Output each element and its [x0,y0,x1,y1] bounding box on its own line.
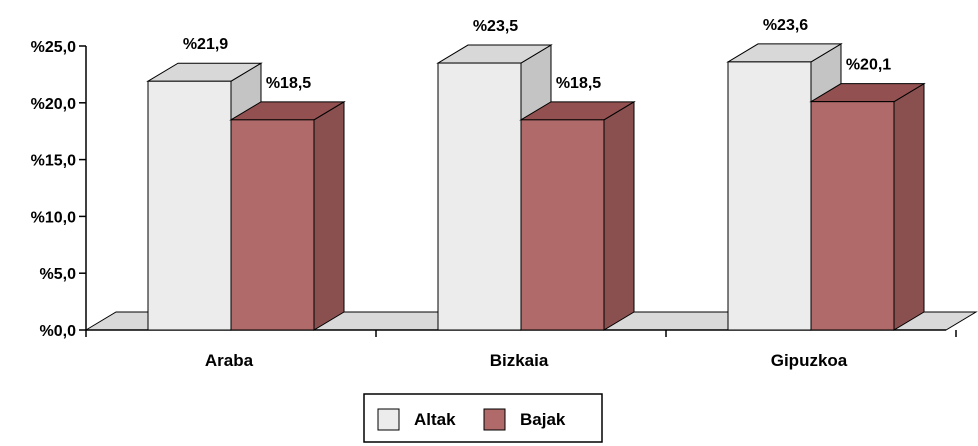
bar-bajak-araba-side [313,100,345,331]
data-label-altak-bizkaia: %23,5 [473,18,518,35]
y-axis: %0,0 %5,0 %10,0 %15,0 %20,0 %25,0 [31,39,87,340]
bar-altak-gipuzkoa [727,61,812,331]
bar-bajak-bizkaia [520,119,605,331]
y-tick-label: %20,0 [31,96,76,113]
data-label-bajak-bizkaia: %18,5 [556,75,601,92]
x-tick-label: Araba [205,351,254,370]
bar-bajak-gipuzkoa-side [893,82,925,331]
data-labels: %21,9 %18,5 %23,5 %18,5 %23,6 %20,1 [183,17,891,92]
bar-bajak-bizkaia-side [603,100,635,331]
legend-label-altak: Altak [414,410,456,429]
legend: Altak Bajak [363,393,603,443]
y-tick-label: %15,0 [31,153,76,170]
bar-bajak-araba [230,119,315,331]
y-tick-label: %0,0 [40,323,77,340]
x-tick-label: Bizkaia [490,351,549,370]
bars [146,43,926,331]
x-tick-label: Gipuzkoa [771,351,848,370]
data-label-altak-araba: %21,9 [183,36,228,53]
data-label-bajak-gipuzkoa: %20,1 [846,57,891,74]
bar-bajak-gipuzkoa [810,101,895,331]
legend-swatch-bajak [483,408,506,431]
bar-altak-bizkaia [437,62,522,331]
legend-swatch-altak [377,408,400,431]
legend-box [363,393,603,443]
y-tick-label: %10,0 [31,209,76,226]
y-tick-label: %25,0 [31,39,76,56]
data-label-bajak-araba: %18,5 [266,75,311,92]
data-label-altak-gipuzkoa: %23,6 [763,17,808,34]
x-axis: Araba Bizkaia Gipuzkoa [85,329,957,370]
legend-label-bajak: Bajak [520,410,566,429]
bar-altak-araba [147,80,232,331]
y-tick-label: %5,0 [40,266,77,283]
